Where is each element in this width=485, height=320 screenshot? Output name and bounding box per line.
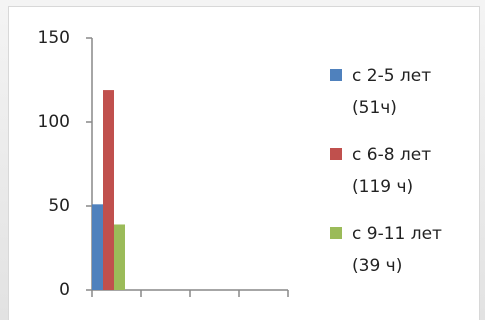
legend-label: с 9-11 лет (39 ч) (352, 224, 442, 276)
y-tick-label: 0 (59, 280, 70, 300)
legend-swatch (330, 148, 342, 160)
legend-swatch (330, 227, 342, 239)
legend-swatch (330, 69, 342, 81)
bar (114, 224, 125, 290)
chart-area (8, 6, 480, 320)
legend-label: с 2-5 лет (51ч) (352, 66, 432, 118)
bar (103, 90, 114, 290)
y-tick-label: 50 (48, 196, 70, 216)
y-tick-label: 100 (38, 112, 70, 132)
y-tick-label: 150 (38, 28, 70, 48)
bar (92, 204, 103, 290)
legend-label: с 6-8 лет (119 ч) (352, 145, 432, 197)
